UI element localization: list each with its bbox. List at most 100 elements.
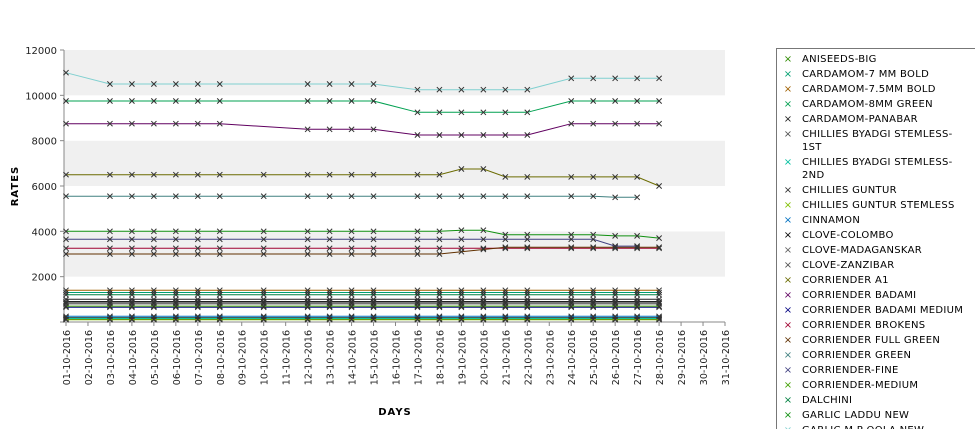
x-tick-label: 15-10-2016 xyxy=(370,330,381,385)
legend-marker-icon: × xyxy=(783,365,793,376)
legend-item: × CINNAMON xyxy=(777,214,975,227)
data-point xyxy=(656,183,663,189)
data-point xyxy=(304,98,311,104)
data-point xyxy=(370,298,377,305)
data-point xyxy=(194,304,201,311)
legend-marker-icon: × xyxy=(783,245,793,256)
data-point xyxy=(260,245,267,252)
data-point xyxy=(150,120,157,127)
legend-label: CHILLIES BYADGI STEMLESS-1ST xyxy=(802,129,953,153)
grid-band xyxy=(64,140,725,186)
data-point xyxy=(106,287,113,294)
data-point xyxy=(524,193,531,200)
legend-item: × CORRIENDER-FINE xyxy=(777,364,975,377)
series-line xyxy=(66,123,660,136)
legend-marker-icon: × xyxy=(783,275,793,286)
data-point xyxy=(502,109,509,116)
data-point xyxy=(348,171,355,178)
data-point xyxy=(150,81,157,87)
data-point xyxy=(326,193,333,200)
x-tick-label: 29-10-2016 xyxy=(677,330,688,385)
data-point xyxy=(216,236,223,243)
series xyxy=(63,98,663,116)
data-point xyxy=(458,248,465,255)
data-point xyxy=(458,303,465,310)
data-point xyxy=(326,251,333,257)
data-point xyxy=(150,171,157,178)
data-point xyxy=(590,298,597,305)
data-point xyxy=(612,120,619,127)
data-point xyxy=(612,303,619,310)
data-point xyxy=(590,245,597,252)
x-tick-label: 14-10-2016 xyxy=(348,330,359,385)
legend-item: × CHILLIES BYADGI STEMLESS-1ST xyxy=(777,128,975,154)
data-point xyxy=(568,291,575,298)
data-point xyxy=(260,193,267,200)
x-tick-label: 21-10-2016 xyxy=(501,330,512,385)
data-point xyxy=(436,304,443,311)
data-point xyxy=(128,303,135,310)
legend-marker-icon: × xyxy=(783,260,793,271)
data-point xyxy=(194,193,201,200)
legend-item: × CORRIENDER BADAMI xyxy=(777,289,975,302)
legend-marker-icon: × xyxy=(783,114,793,125)
x-tick-label: 28-10-2016 xyxy=(655,330,666,385)
legend-label: DALCHINI xyxy=(802,395,853,406)
data-point xyxy=(502,86,509,93)
data-point xyxy=(502,313,509,320)
legend-label: CORRIENDER BROKENS xyxy=(802,320,926,331)
legend-item: × CARDAMOM-8MM GREEN xyxy=(777,98,975,111)
data-point xyxy=(656,287,663,294)
data-point xyxy=(524,231,531,238)
data-point xyxy=(436,132,443,138)
data-point xyxy=(63,171,69,178)
x-axis: 01-10-2016 02-10-2016 03-10-2016 04-10-2016… xyxy=(62,322,732,385)
data-point xyxy=(590,303,597,310)
data-point xyxy=(414,291,421,298)
legend-label: CORRIENDER BADAMI MEDIUM xyxy=(802,305,964,316)
data-point xyxy=(194,236,201,243)
data-point xyxy=(524,304,531,311)
series xyxy=(63,166,663,189)
data-point xyxy=(458,132,465,138)
legend-label: CLOVE-MADAGANSKAR xyxy=(802,245,923,256)
data-point xyxy=(172,291,179,298)
data-point xyxy=(216,291,223,298)
data-point xyxy=(436,171,443,178)
series xyxy=(63,287,663,294)
x-axis-label: DAYS xyxy=(378,407,412,418)
legend-item: × CORRIENDER-MEDIUM xyxy=(777,379,975,392)
data-point xyxy=(590,173,597,180)
data-point xyxy=(590,244,597,251)
data-point xyxy=(480,298,487,305)
data-point xyxy=(370,291,377,298)
data-point xyxy=(458,313,465,320)
data-point xyxy=(656,298,663,305)
series-line xyxy=(66,100,660,113)
data-point xyxy=(502,304,509,311)
data-point xyxy=(590,120,597,127)
data-point xyxy=(260,304,267,311)
data-point xyxy=(150,98,157,104)
x-tick-label: 18-10-2016 xyxy=(435,330,446,385)
data-point xyxy=(128,81,135,87)
series xyxy=(63,69,663,93)
data-point xyxy=(128,298,135,305)
data-point xyxy=(568,236,575,243)
data-point xyxy=(524,313,531,320)
data-point xyxy=(568,298,575,305)
data-point xyxy=(326,236,333,243)
data-point xyxy=(106,81,113,87)
data-point xyxy=(436,313,443,320)
data-point xyxy=(63,251,69,257)
data-point xyxy=(612,243,619,250)
x-tick-label: 27-10-2016 xyxy=(633,330,644,385)
data-point xyxy=(128,313,135,320)
data-point xyxy=(304,298,311,305)
data-point xyxy=(436,193,443,200)
data-point xyxy=(128,245,135,252)
legend-item: ×GARLIC M.P OOLA NEW xyxy=(777,424,975,429)
grid-band xyxy=(64,186,725,232)
data-point xyxy=(612,287,619,294)
legend-label: CHILLIES GUNTUR STEMLESS xyxy=(802,200,955,211)
